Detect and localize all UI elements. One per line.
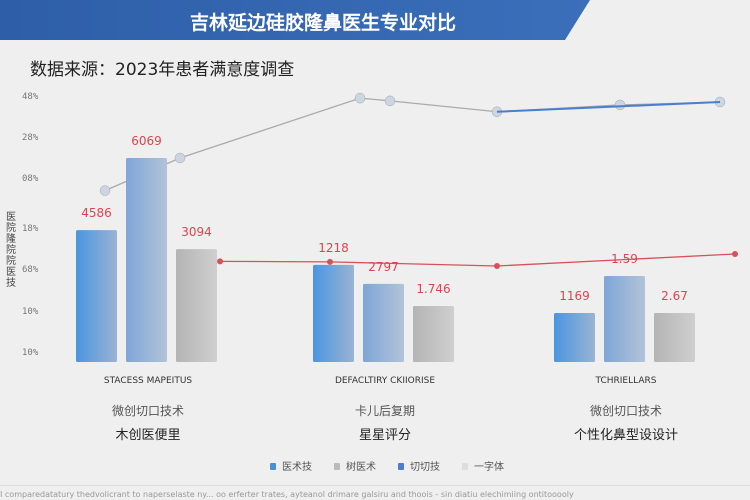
bar — [654, 313, 695, 362]
y-tick: 18% — [22, 224, 39, 234]
bar — [126, 158, 167, 362]
legend-label: 树医术 — [346, 462, 376, 473]
chart-title: 吉林延边硅胶隆鼻医生专业对比 — [190, 12, 457, 34]
trend-line-highlight — [496, 100, 721, 113]
chart-subtitle: 数据来源：2023年患者满意度调查 — [30, 60, 295, 80]
legend-label: 一字体 — [474, 462, 504, 473]
bar-data-label: 2797 — [368, 260, 399, 274]
legend: 医术技 树医术 切切技 一字体 — [270, 458, 504, 473]
category-label-cn: 微创切口技术 — [589, 404, 662, 418]
legend-item: 树医术 — [334, 458, 376, 473]
category-label-en: TCHRIELLARS — [595, 376, 657, 386]
category-label-cn: 微创切口技术 — [111, 404, 184, 418]
bar — [363, 283, 404, 362]
legend-item: 医术技 — [270, 458, 312, 473]
legend-swatch — [334, 463, 340, 470]
footnote: I comparedatatury thedvolicrant to naper… — [0, 485, 750, 499]
y-axis-label: 医院隆院院医技 — [6, 212, 16, 289]
y-tick: 48% — [22, 92, 39, 102]
legend-item: 一字体 — [462, 458, 504, 473]
line-point — [99, 185, 111, 196]
bar — [413, 305, 454, 362]
line-point — [384, 95, 396, 107]
bar-data-label: 2.67 — [661, 289, 688, 303]
category-label-cn: 木创医便里 — [115, 428, 181, 443]
line-point — [327, 258, 333, 265]
y-tick: 08% — [22, 174, 39, 184]
bar — [554, 313, 595, 362]
legend-swatch — [398, 463, 404, 470]
bar — [604, 276, 645, 362]
line-point — [174, 152, 186, 164]
bar-data-label: 3094 — [181, 225, 212, 239]
legend-item: 切切技 — [398, 458, 440, 473]
category-label-cn: 星星评分 — [358, 428, 411, 443]
bar-data-label: 1169 — [559, 289, 590, 303]
bar-data-label: 1.59 — [611, 252, 638, 266]
bar — [313, 264, 354, 362]
trend-line — [219, 253, 736, 267]
line-point — [354, 92, 366, 104]
bar-data-label: 1.746 — [416, 282, 450, 296]
line-point — [494, 262, 500, 269]
title-banner — [0, 0, 590, 40]
category-label-en: STACESS MAPEITUS — [103, 376, 193, 386]
bar — [76, 230, 117, 362]
bar-data-label: 1218 — [318, 241, 349, 255]
y-tick: 10% — [22, 348, 39, 358]
bar-data-label: 4586 — [81, 206, 112, 220]
category-label-cn: 个性化鼻型设设计 — [573, 428, 678, 443]
legend-label: 医术技 — [282, 462, 312, 473]
y-tick: 10% — [22, 307, 39, 317]
line-point — [217, 258, 223, 265]
legend-label: 切切技 — [410, 462, 440, 473]
bar — [176, 249, 217, 362]
legend-swatch — [462, 463, 468, 470]
bar-data-label: 6069 — [131, 134, 162, 148]
category-label-cn: 卡儿后复期 — [354, 404, 415, 418]
line-point — [732, 251, 738, 258]
y-tick: 28% — [22, 133, 39, 143]
line-point — [614, 99, 626, 111]
category-label-en: DEFACLTIRY CKIIORISE — [334, 376, 436, 386]
trend-line — [104, 97, 721, 192]
y-tick: 68% — [22, 265, 39, 275]
legend-swatch — [270, 463, 276, 470]
